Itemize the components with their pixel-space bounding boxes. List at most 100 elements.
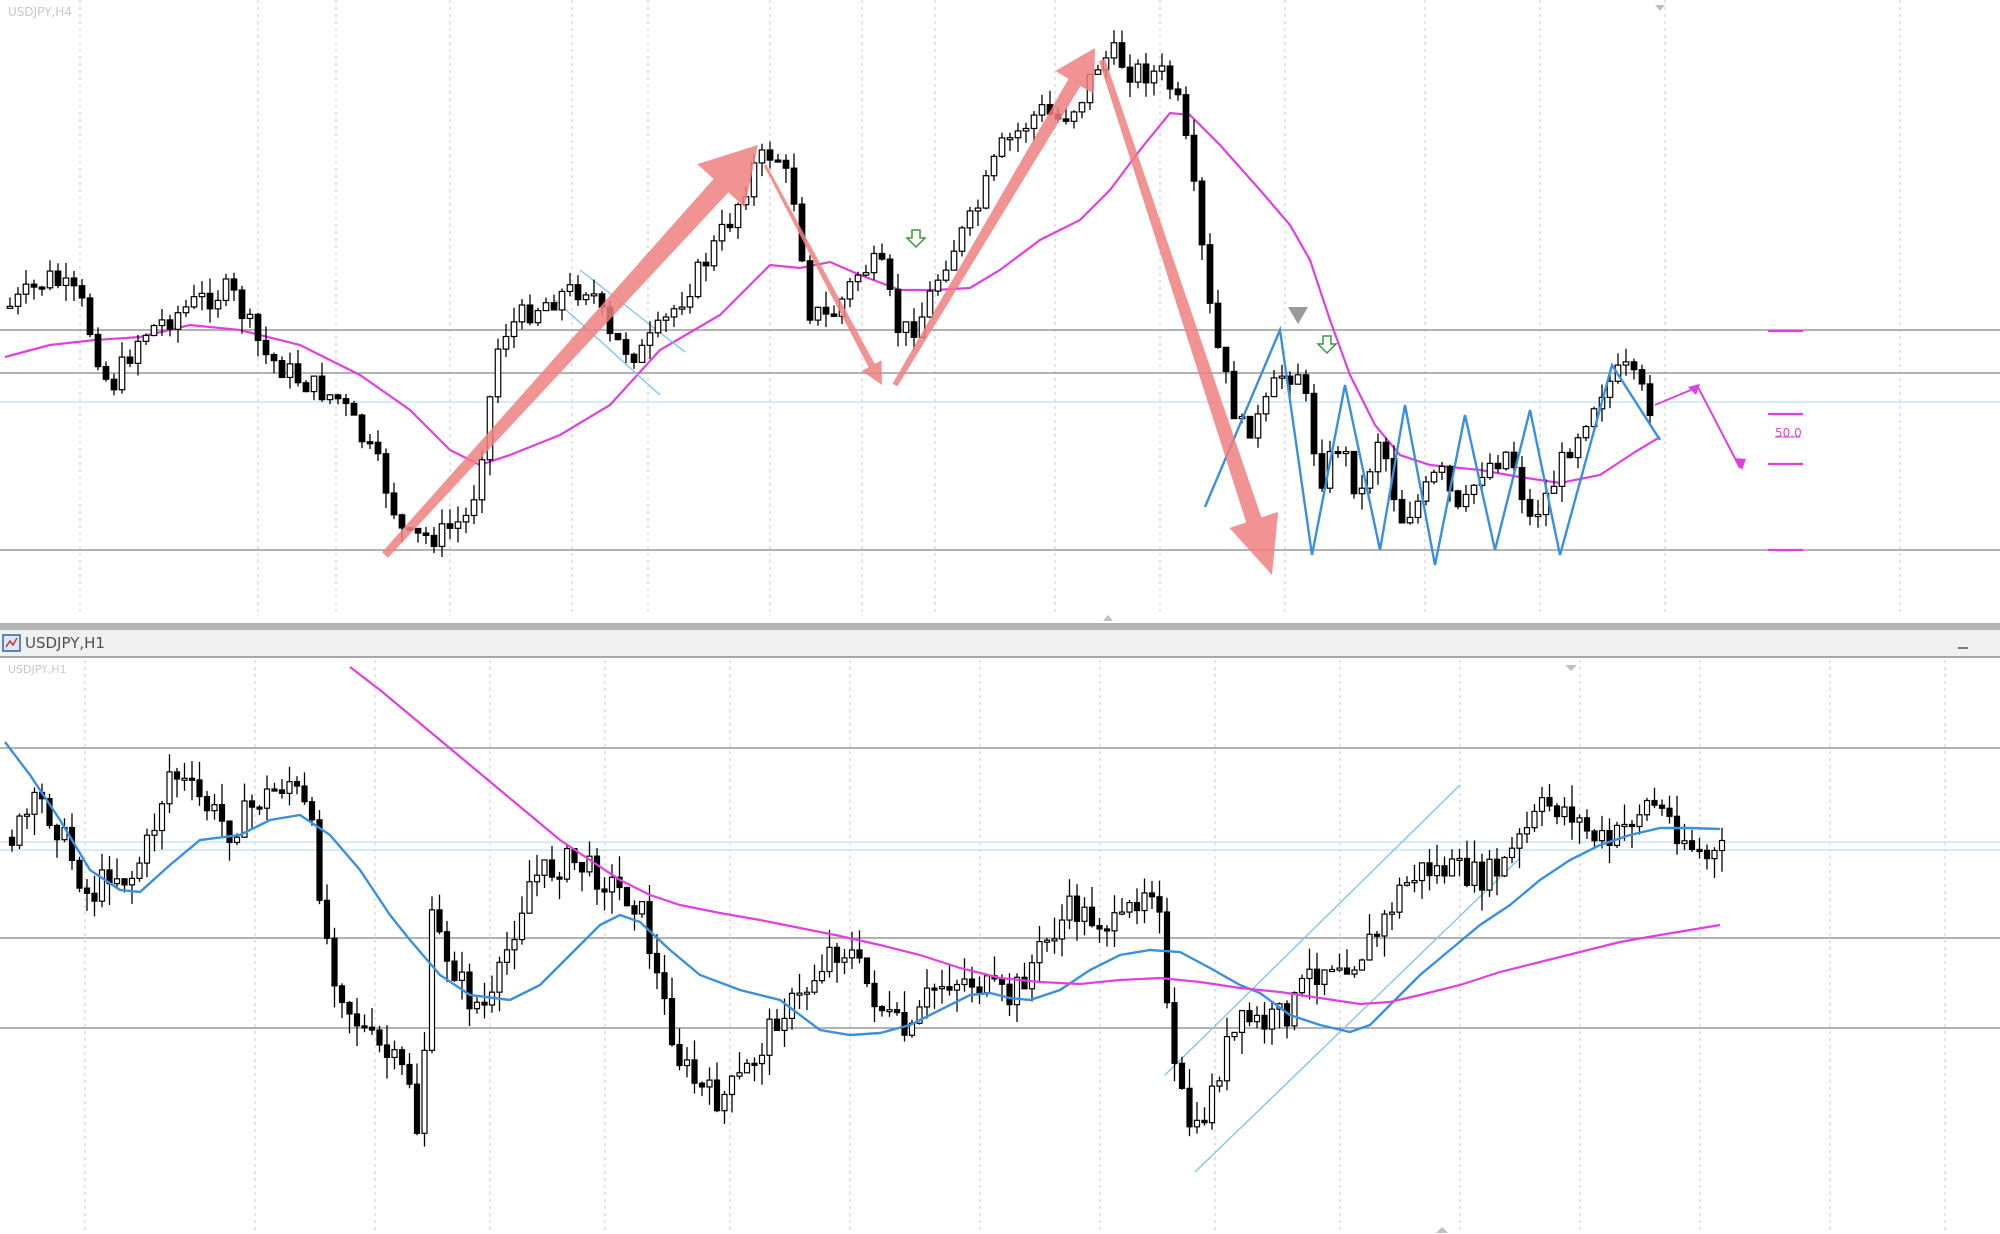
candle-body bbox=[726, 223, 734, 229]
h1-title-strip bbox=[0, 630, 2000, 657]
scroll-marker-icon bbox=[1655, 5, 1665, 11]
candle-body bbox=[1358, 959, 1366, 971]
candle-body bbox=[541, 859, 548, 876]
candle-body bbox=[668, 997, 676, 1046]
candle-body bbox=[998, 137, 1006, 157]
candle-body bbox=[1030, 114, 1038, 130]
forecast-arrowhead bbox=[1688, 384, 1700, 395]
candle-body bbox=[1231, 1031, 1238, 1038]
candle-body bbox=[942, 269, 950, 281]
candle-body bbox=[1688, 840, 1696, 851]
candle-body bbox=[1673, 815, 1681, 845]
candle-body bbox=[62, 277, 70, 287]
candle-body bbox=[1302, 374, 1310, 394]
candle-body bbox=[211, 804, 218, 812]
pane-divider[interactable] bbox=[0, 623, 2000, 630]
scroll-marker-icon bbox=[1103, 615, 1113, 621]
candle-body bbox=[374, 441, 382, 455]
candle-body bbox=[238, 289, 246, 320]
candle-body bbox=[558, 290, 566, 311]
candle-body bbox=[534, 309, 542, 324]
candle-body bbox=[974, 207, 982, 212]
down-trend-arrow bbox=[763, 164, 882, 385]
candle-body bbox=[638, 901, 646, 915]
candle-body bbox=[1531, 810, 1538, 829]
candle-body bbox=[766, 1018, 773, 1056]
candle-body bbox=[233, 836, 241, 844]
candle-body bbox=[188, 777, 196, 781]
down-trend-arrow bbox=[1098, 58, 1279, 575]
candle-body bbox=[254, 313, 262, 342]
candle-body bbox=[76, 859, 83, 889]
candle-body bbox=[46, 270, 54, 289]
candle-body bbox=[443, 931, 451, 962]
candle-body bbox=[173, 771, 181, 780]
candle-body bbox=[1328, 968, 1336, 973]
candle-body bbox=[871, 982, 878, 1008]
candle-body bbox=[473, 1001, 481, 1010]
ma-slow-line bbox=[349, 666, 1721, 1006]
candle-body bbox=[241, 800, 248, 838]
candle-body bbox=[1518, 466, 1526, 501]
candle-body bbox=[1574, 437, 1582, 459]
candle-body bbox=[1198, 180, 1206, 246]
candle-body bbox=[263, 788, 271, 809]
candle-body bbox=[616, 876, 623, 889]
candle-body bbox=[1043, 939, 1051, 943]
candle-body bbox=[631, 905, 638, 915]
candle-body bbox=[766, 149, 774, 161]
candle-body bbox=[1350, 450, 1358, 495]
candle-body bbox=[1174, 88, 1182, 96]
candle-body bbox=[1621, 823, 1628, 828]
candle-body bbox=[1538, 797, 1546, 813]
candle-body bbox=[1270, 377, 1278, 398]
candle-body bbox=[983, 975, 991, 994]
candle-body bbox=[30, 283, 38, 288]
candle-body bbox=[398, 514, 406, 529]
candle-body bbox=[736, 1072, 743, 1077]
candle-body bbox=[308, 801, 316, 821]
candle-body bbox=[1111, 912, 1118, 932]
candle-body bbox=[470, 499, 478, 517]
candle-body bbox=[713, 1079, 721, 1112]
candle-body bbox=[383, 1044, 391, 1059]
candle-body bbox=[1133, 902, 1141, 912]
candle-body bbox=[503, 949, 511, 963]
candle-body bbox=[1583, 817, 1591, 832]
candle-body bbox=[1622, 361, 1630, 366]
candle-body bbox=[458, 971, 466, 981]
candle-body bbox=[1396, 884, 1403, 913]
candle-body bbox=[182, 306, 190, 314]
candle-body bbox=[1254, 413, 1262, 439]
h1-chart-pane[interactable] bbox=[0, 658, 2000, 1234]
candle-body bbox=[1546, 797, 1553, 807]
candle-body bbox=[391, 1049, 398, 1059]
candle-body bbox=[301, 785, 308, 803]
candle-body bbox=[1696, 848, 1703, 853]
candle-body bbox=[1711, 849, 1718, 860]
candle-body bbox=[718, 223, 726, 242]
candle-body bbox=[430, 534, 438, 548]
candle-body bbox=[886, 258, 894, 290]
candle-body bbox=[1703, 849, 1711, 860]
candle-body bbox=[1186, 1087, 1193, 1128]
candle-body bbox=[702, 261, 710, 267]
candle-body bbox=[286, 781, 293, 794]
candle-body bbox=[856, 949, 863, 959]
candle-body bbox=[350, 402, 358, 416]
candle-body bbox=[54, 270, 62, 287]
candle-body bbox=[630, 353, 638, 364]
h4-trend-arrows bbox=[382, 48, 1746, 575]
channel-line bbox=[1194, 857, 1521, 1173]
candle-body bbox=[1126, 66, 1134, 83]
candle-body bbox=[126, 356, 134, 364]
candle-body bbox=[1178, 1062, 1186, 1089]
candle-body bbox=[1351, 969, 1358, 975]
h4-chart-pane[interactable] bbox=[0, 0, 2000, 622]
candle-body bbox=[230, 278, 238, 291]
candle-body bbox=[608, 876, 616, 893]
candle-body bbox=[728, 1075, 736, 1096]
h4-plot-area[interactable] bbox=[0, 0, 2000, 622]
candle-body bbox=[548, 859, 556, 878]
